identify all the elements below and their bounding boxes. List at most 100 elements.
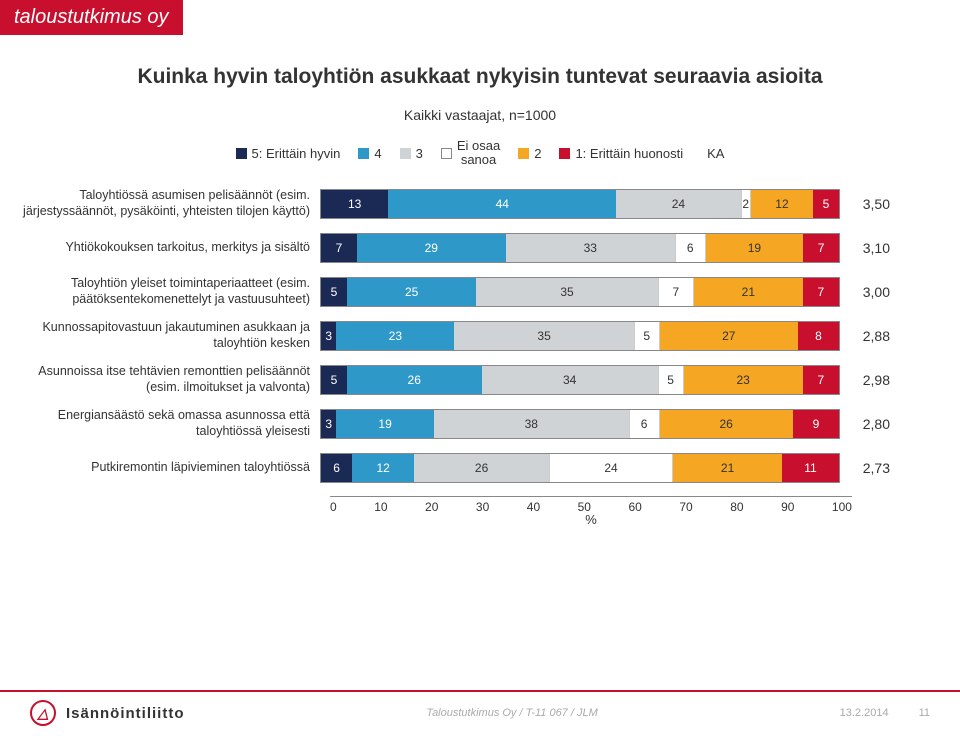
bar-segment: 7 xyxy=(321,234,357,262)
bar-segment: 34 xyxy=(482,366,658,394)
legend-swatch xyxy=(358,148,369,159)
footer-page: 11 xyxy=(919,707,930,719)
chart-row: Taloyhtiön yleiset toimintaperiaatteet (… xyxy=(20,276,920,308)
legend-label: Ei osaasanoa xyxy=(457,139,500,168)
legend-item: 5: Erittäin hyvin xyxy=(236,146,341,161)
bar-segment: 12 xyxy=(352,454,414,482)
ka-value: 3,00 xyxy=(840,284,890,300)
chart-title: Kuinka hyvin taloyhtiön asukkaat nykyisi… xyxy=(0,65,960,89)
bar-segment: 6 xyxy=(321,454,352,482)
chart-area: Taloyhtiössä asumisen pelisäännöt (esim.… xyxy=(0,188,960,484)
axis-tick: 70 xyxy=(679,500,692,514)
stacked-bar: 323355278 xyxy=(320,321,840,351)
page-footer: △ Isännöintiliitto Taloustutkimus Oy / T… xyxy=(0,690,960,736)
bar-segment: 5 xyxy=(658,366,684,394)
ka-value: 2,80 xyxy=(840,416,890,432)
ka-value: 3,10 xyxy=(840,240,890,256)
axis-tick: 50 xyxy=(578,500,591,514)
row-label: Energiansäästö sekä omassa asunnossa ett… xyxy=(20,408,320,439)
row-label: Taloyhtiön yleiset toimintaperiaatteet (… xyxy=(20,276,320,307)
brand-bar: taloustutkimus oy xyxy=(0,0,183,35)
stacked-bar: 1344242125 xyxy=(320,189,840,219)
ka-value: 2,73 xyxy=(840,460,890,476)
bar-segment: 29 xyxy=(357,234,506,262)
bar-segment: 5 xyxy=(634,322,660,350)
bar-segment: 8 xyxy=(798,322,839,350)
bar-segment: 3 xyxy=(321,410,336,438)
bar-segment: 44 xyxy=(388,190,616,218)
chart-row: Yhtiökokouksen tarkoitus, merkitys ja si… xyxy=(20,232,920,264)
axis-tick: 100 xyxy=(832,500,852,514)
bar-segment: 6 xyxy=(675,234,706,262)
bar-segment: 23 xyxy=(684,366,803,394)
footer-mid: Taloustutkimus Oy / T-11 067 / JLM xyxy=(426,707,597,719)
legend-label: 3 xyxy=(416,146,423,161)
bar-segment: 27 xyxy=(660,322,798,350)
bar-segment: 2 xyxy=(741,190,751,218)
axis-tick: 20 xyxy=(425,500,438,514)
chart-row: Kunnossapitovastuun jakautuminen asukkaa… xyxy=(20,320,920,352)
bar-segment: 23 xyxy=(336,322,454,350)
row-label: Taloyhtiössä asumisen pelisäännöt (esim.… xyxy=(20,188,320,219)
bar-segment: 5 xyxy=(813,190,839,218)
bar-segment: 21 xyxy=(694,278,803,306)
legend-label: 5: Erittäin hyvin xyxy=(252,146,341,161)
stacked-bar: 729336197 xyxy=(320,233,840,263)
axis-tick: 0 xyxy=(330,500,337,514)
bar-segment: 21 xyxy=(673,454,782,482)
bar-segment: 6 xyxy=(629,410,660,438)
axis-tick: 10 xyxy=(374,500,387,514)
row-label: Asunnoissa itse tehtävien remonttien pel… xyxy=(20,364,320,395)
legend-swatch xyxy=(559,148,570,159)
axis-label: % xyxy=(330,512,852,527)
bar-segment: 5 xyxy=(321,278,347,306)
legend-label: 1: Erittäin huonosti xyxy=(575,146,683,161)
chart-subtitle: Kaikki vastaajat, n=1000 xyxy=(0,107,960,123)
legend-label: 2 xyxy=(534,146,541,161)
bar-segment: 38 xyxy=(434,410,629,438)
legend-swatch xyxy=(518,148,529,159)
legend-item: 2 xyxy=(518,146,541,161)
legend-item: 1: Erittäin huonosti xyxy=(559,146,683,161)
bar-segment: 24 xyxy=(616,190,740,218)
legend-swatch xyxy=(236,148,247,159)
logo-icon: △ xyxy=(30,700,56,726)
row-label: Kunnossapitovastuun jakautuminen asukkaa… xyxy=(20,320,320,351)
footer-date: 13.2.2014 xyxy=(840,707,889,719)
row-label: Putkiremontin läpivieminen taloyhtiössä xyxy=(20,460,320,476)
stacked-bar: 319386269 xyxy=(320,409,840,439)
bar-segment: 19 xyxy=(336,410,433,438)
ka-value: 2,88 xyxy=(840,328,890,344)
bar-segment: 7 xyxy=(803,366,839,394)
ka-header: KA xyxy=(707,146,724,161)
legend-swatch xyxy=(400,148,411,159)
bar-segment: 26 xyxy=(660,410,793,438)
stacked-bar: 525357217 xyxy=(320,277,840,307)
axis-tick: 80 xyxy=(730,500,743,514)
ka-value: 2,98 xyxy=(840,372,890,388)
stacked-bar: 526345237 xyxy=(320,365,840,395)
bar-segment: 3 xyxy=(321,322,336,350)
bar-segment: 24 xyxy=(549,454,673,482)
bar-segment: 7 xyxy=(803,234,839,262)
bar-segment: 33 xyxy=(506,234,675,262)
ka-value: 3,50 xyxy=(840,196,890,212)
bar-segment: 7 xyxy=(803,278,839,306)
footer-logo-text: Isännöintiliitto xyxy=(66,705,185,722)
legend-swatch xyxy=(441,148,452,159)
chart-row: Energiansäästö sekä omassa asunnossa ett… xyxy=(20,408,920,440)
bar-segment: 5 xyxy=(321,366,347,394)
bar-segment: 26 xyxy=(414,454,549,482)
bar-segment: 35 xyxy=(476,278,657,306)
chart-row: Asunnoissa itse tehtävien remonttien pel… xyxy=(20,364,920,396)
x-axis: 0102030405060708090100 % xyxy=(330,496,852,536)
bar-segment: 7 xyxy=(658,278,694,306)
legend-item: 4 xyxy=(358,146,381,161)
bar-segment: 26 xyxy=(347,366,482,394)
chart-row: Putkiremontin läpivieminen taloyhtiössä6… xyxy=(20,452,920,484)
bar-segment: 9 xyxy=(793,410,839,438)
legend: 5: Erittäin hyvin 4 3 Ei osaasanoa 2 1: Eritt… xyxy=(0,139,960,168)
chart-row: Taloyhtiössä asumisen pelisäännöt (esim.… xyxy=(20,188,920,220)
axis-tick: 90 xyxy=(781,500,794,514)
bar-segment: 12 xyxy=(751,190,813,218)
